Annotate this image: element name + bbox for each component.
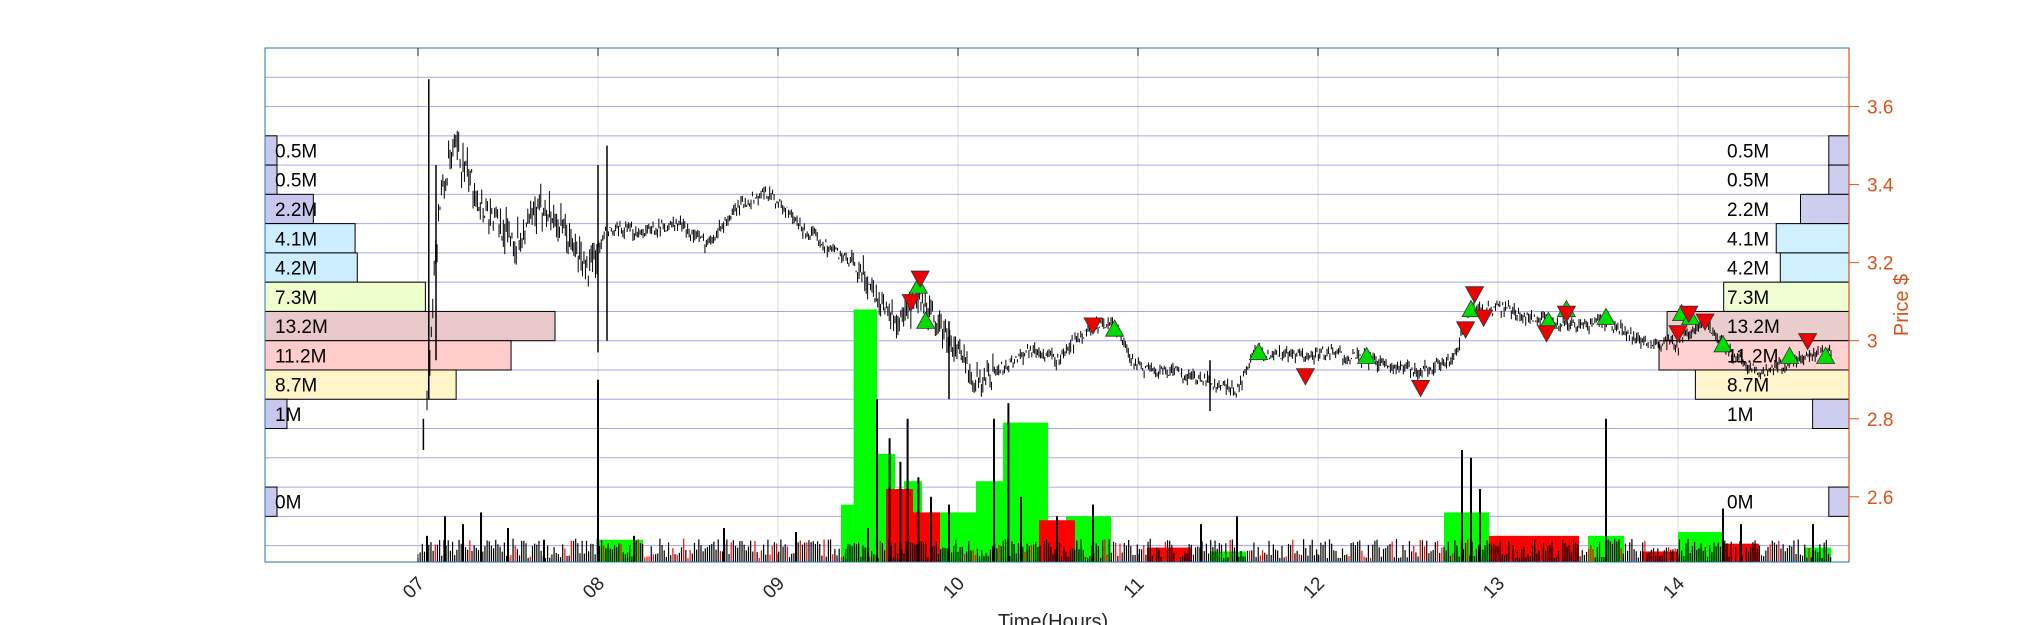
y-tick-label: 3.2	[1867, 254, 1893, 275]
profile-bar-left	[264, 281, 426, 312]
profile-bar-right	[1828, 135, 1850, 166]
x-tick-label: 09	[759, 573, 789, 603]
sell-marker	[1464, 286, 1485, 304]
volume-profile-right	[1658, 135, 1850, 517]
profile-label-right: 2.2M	[1727, 200, 1769, 221]
x-tick-label: 08	[579, 573, 609, 603]
profile-label-left: 0.5M	[275, 171, 317, 192]
profile-labels: 0.5M 0.5M 2.2M 4.1M 4.2M 7.3M 13.2M 11.2M 8.7M 1M…	[275, 141, 1780, 513]
volume-bars	[417, 309, 1832, 562]
profile-bar-right	[1799, 193, 1850, 225]
profile-bar-left	[264, 252, 358, 283]
profile-bar-left	[264, 223, 356, 254]
x-tick-label: 12	[1299, 573, 1329, 603]
profile-bar-right	[1828, 164, 1850, 195]
profile-label-right: 1M	[1727, 405, 1753, 426]
profile-bar-right	[1658, 340, 1850, 371]
buy-marker	[1461, 299, 1481, 318]
profile-bar-right	[1779, 252, 1850, 283]
profile-label-right: 8.7M	[1727, 376, 1769, 397]
profile-bar-right	[1723, 281, 1850, 312]
sell-marker	[1473, 309, 1494, 328]
sell-marker	[910, 270, 930, 289]
buy-marker	[915, 311, 936, 329]
buy-marker	[908, 276, 929, 294]
profile-label-left: 11.2M	[275, 346, 326, 367]
profile-label-left: 4.1M	[275, 229, 317, 250]
profile-label-right: 4.2M	[1727, 259, 1769, 280]
y-axis-label: Price $	[1891, 274, 1913, 336]
profile-bar-left	[264, 193, 314, 225]
profile-label-right: 0M	[1727, 493, 1753, 514]
sell-marker	[1668, 325, 1688, 343]
profile-label-right: 4.1M	[1727, 229, 1769, 250]
x-tick-label: 07	[399, 573, 429, 603]
buy-marker	[1779, 346, 1800, 364]
profile-bar-right	[1812, 398, 1850, 430]
profile-label-left: 0M	[275, 493, 301, 514]
profile-bar-right	[1694, 369, 1850, 400]
profile-bar-right	[1775, 223, 1850, 254]
volume-block-up	[1210, 551, 1246, 562]
sell-marker	[1695, 313, 1715, 332]
profile-label-left: 2.2M	[275, 200, 317, 221]
profile-label-right: 7.3M	[1727, 288, 1769, 309]
profile-bar-left	[264, 340, 512, 371]
x-tick-label: 11	[1120, 574, 1149, 603]
sell-marker	[1455, 321, 1476, 339]
sell-marker	[1295, 368, 1316, 386]
profile-bar-left	[264, 310, 556, 342]
sell-marker	[1083, 317, 1103, 335]
y-tick-label: 3.6	[1867, 98, 1893, 119]
sell-marker	[1679, 305, 1699, 324]
profile-label-left: 13.2M	[275, 317, 328, 338]
sell-marker	[1536, 325, 1557, 343]
x-tick-label: 13	[1479, 573, 1509, 603]
buy-marker	[1596, 307, 1616, 325]
profile-label-left: 0.5M	[275, 141, 317, 162]
sell-marker	[1556, 305, 1577, 324]
buy-marker	[1713, 334, 1733, 353]
y-tick-label: 2.6	[1867, 488, 1893, 509]
volume-block-up	[853, 309, 877, 562]
price-candles	[422, 79, 1832, 450]
buy-marker	[1248, 342, 1269, 361]
sell-marker	[1797, 333, 1818, 351]
profile-label-right: 0.5M	[1727, 141, 1769, 162]
y-tick-label: 3.4	[1867, 176, 1894, 197]
profile-label-left: 8.7M	[275, 376, 317, 397]
x-tick-label: 14	[1659, 573, 1689, 603]
profile-label-left: 4.2M	[275, 259, 317, 280]
profile-bar-right	[1828, 486, 1850, 517]
profile-label-left: 7.3M	[275, 288, 317, 309]
buy-marker	[1104, 319, 1125, 337]
volume-block-up	[1444, 512, 1489, 562]
profile-label-right: 13.2M	[1727, 317, 1780, 338]
x-tick-label: 10	[939, 573, 969, 603]
profile-label-right: 11.2M	[1727, 346, 1778, 367]
profile-label-right: 0.5M	[1727, 171, 1769, 192]
plot-frame	[264, 47, 1850, 563]
grid-lines	[265, 48, 1849, 562]
y-tick-label: 2.8	[1867, 410, 1893, 431]
sell-marker	[901, 294, 921, 312]
trade-markers	[901, 270, 1836, 398]
sell-marker	[1410, 379, 1431, 398]
profile-label-left: 1M	[275, 405, 301, 426]
buy-marker	[1815, 346, 1836, 364]
buy-marker	[1356, 346, 1377, 364]
x-axis-label: Time(Hours)	[998, 611, 1108, 625]
y-tick-label: 3	[1867, 332, 1878, 353]
